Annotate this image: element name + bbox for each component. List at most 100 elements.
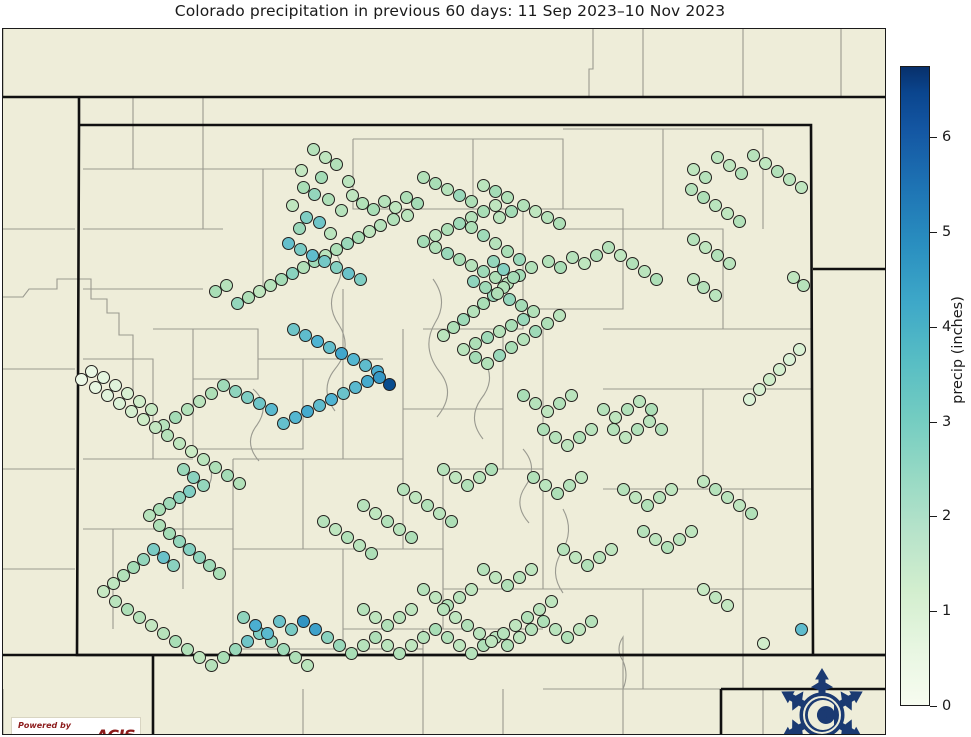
station-point bbox=[460, 618, 474, 632]
station-point bbox=[368, 506, 382, 520]
station-point bbox=[436, 602, 450, 616]
station-point bbox=[472, 470, 486, 484]
station-point bbox=[782, 352, 796, 366]
station-point bbox=[564, 388, 578, 402]
station-point bbox=[722, 158, 736, 172]
station-point bbox=[296, 614, 310, 628]
station-point bbox=[356, 602, 370, 616]
station-point bbox=[152, 518, 166, 532]
station-point bbox=[720, 598, 734, 612]
station-point bbox=[608, 410, 622, 424]
station-point bbox=[100, 388, 114, 402]
station-point bbox=[484, 634, 498, 648]
station-point bbox=[392, 610, 406, 624]
station-point bbox=[356, 498, 370, 512]
station-point bbox=[252, 284, 266, 298]
station-point bbox=[368, 630, 382, 644]
station-point bbox=[144, 618, 158, 632]
station-point bbox=[565, 250, 579, 264]
station-point bbox=[528, 204, 542, 218]
station-point bbox=[216, 650, 230, 664]
station-point bbox=[538, 478, 552, 492]
station-point bbox=[516, 312, 530, 326]
station-point bbox=[204, 386, 218, 400]
station-point bbox=[720, 206, 734, 220]
station-point bbox=[606, 422, 620, 436]
station-point bbox=[346, 352, 360, 366]
station-point bbox=[168, 410, 182, 424]
station-point bbox=[392, 646, 406, 660]
station-point bbox=[444, 514, 458, 528]
station-point bbox=[108, 378, 122, 392]
station-point bbox=[152, 502, 166, 516]
station-point bbox=[492, 348, 506, 362]
station-point bbox=[248, 618, 262, 632]
station-point bbox=[88, 380, 102, 394]
station-point bbox=[654, 422, 668, 436]
station-point bbox=[664, 482, 678, 496]
station-point bbox=[180, 402, 194, 416]
station-point bbox=[526, 304, 540, 318]
station-point bbox=[230, 296, 244, 310]
station-point bbox=[162, 526, 176, 540]
station-point bbox=[752, 382, 766, 396]
station-point bbox=[544, 594, 558, 608]
station-point bbox=[192, 650, 206, 664]
station-point bbox=[553, 260, 567, 274]
station-point bbox=[472, 626, 486, 640]
station-point bbox=[572, 622, 586, 636]
colorbar-tick bbox=[930, 516, 937, 518]
station-point bbox=[506, 270, 520, 284]
station-point bbox=[456, 342, 470, 356]
station-point bbox=[452, 216, 466, 230]
station-point bbox=[329, 260, 343, 274]
station-point bbox=[400, 208, 414, 222]
station-point bbox=[541, 254, 555, 268]
station-point bbox=[182, 484, 196, 498]
station-point bbox=[276, 416, 290, 430]
station-point bbox=[762, 372, 776, 386]
station-point bbox=[294, 163, 308, 177]
station-point bbox=[528, 396, 542, 410]
station-point bbox=[216, 378, 230, 392]
station-point bbox=[708, 590, 722, 604]
station-point bbox=[340, 236, 354, 250]
station-point bbox=[476, 178, 490, 192]
station-point bbox=[285, 266, 299, 280]
colorbar-tick-label: 1 bbox=[942, 603, 952, 620]
station-point bbox=[636, 524, 650, 538]
station-point bbox=[136, 412, 150, 426]
station-point bbox=[293, 242, 307, 256]
station-point bbox=[84, 364, 98, 378]
station-point bbox=[396, 482, 410, 496]
station-point bbox=[698, 170, 712, 184]
station-point bbox=[416, 630, 430, 644]
station-point bbox=[148, 420, 162, 434]
station-point bbox=[228, 384, 242, 398]
station-point bbox=[640, 498, 654, 512]
station-point bbox=[632, 394, 646, 408]
station-point bbox=[334, 203, 348, 217]
station-point bbox=[204, 658, 218, 672]
station-point bbox=[307, 187, 321, 201]
station-point bbox=[464, 258, 478, 272]
station-point bbox=[120, 602, 134, 616]
station-point bbox=[464, 194, 478, 208]
station-point bbox=[264, 402, 278, 416]
station-point bbox=[202, 558, 216, 572]
station-point bbox=[584, 422, 598, 436]
station-point bbox=[192, 550, 206, 564]
station-point bbox=[196, 478, 210, 492]
station-point bbox=[552, 396, 566, 410]
acis-logo: Powered by ACIS Regional Climate Centers bbox=[11, 717, 141, 734]
station-scatter-layer bbox=[3, 29, 885, 734]
station-point bbox=[508, 618, 522, 632]
station-point bbox=[794, 622, 808, 636]
station-point bbox=[708, 288, 722, 302]
colorbar-tick bbox=[930, 326, 937, 328]
station-point bbox=[372, 370, 386, 384]
station-point bbox=[786, 270, 800, 284]
station-point bbox=[440, 182, 454, 196]
station-point bbox=[392, 522, 406, 536]
station-point bbox=[196, 452, 210, 466]
